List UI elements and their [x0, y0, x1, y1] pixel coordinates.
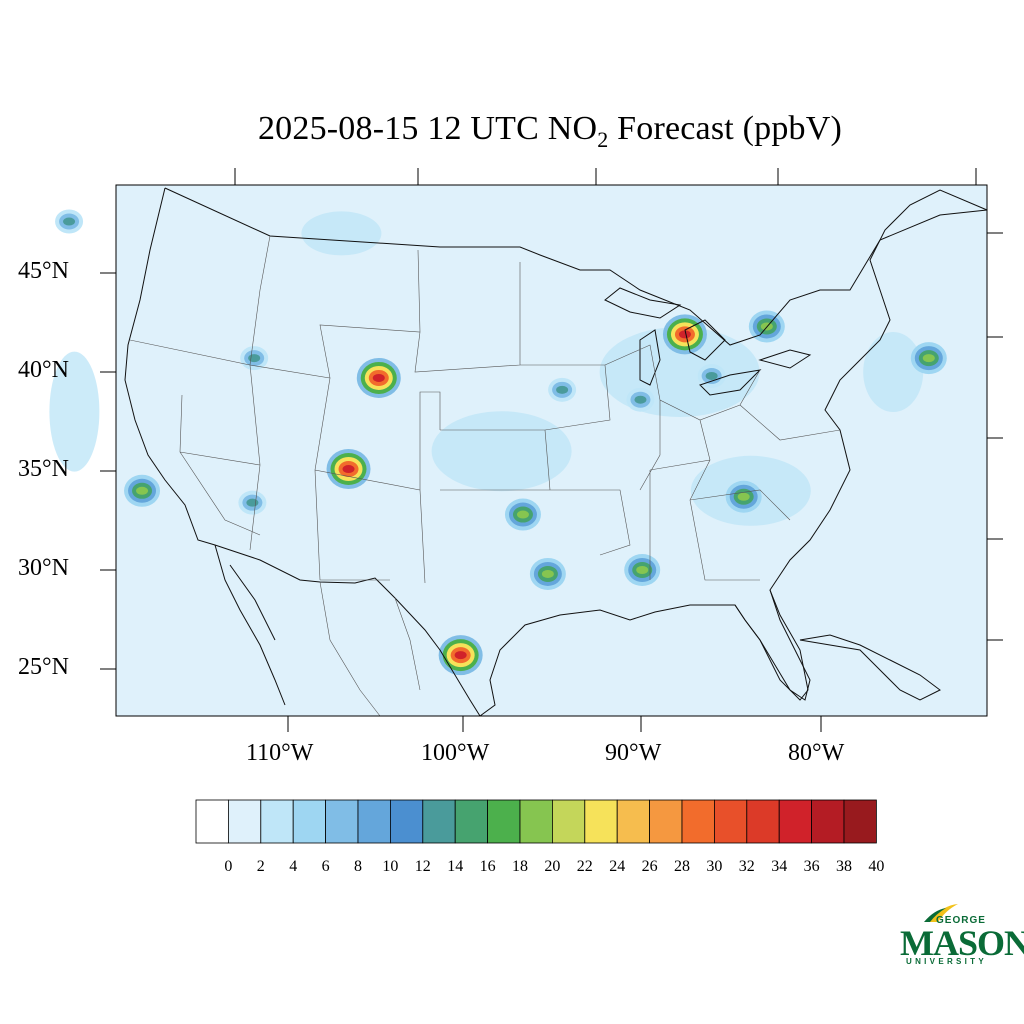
colorbar-tick-label: 26 [641, 858, 658, 875]
hotspot-salt-lake [248, 354, 261, 363]
colorbar-tick-label: 40 [868, 858, 885, 875]
colorbar-tick-label: 24 [609, 858, 626, 875]
regional-plume [863, 332, 924, 412]
colorbar [195, 799, 877, 844]
gmu-logo: GEORGE MASON UNIVERSITY [898, 900, 1024, 970]
colorbar-tick-label: 22 [576, 858, 593, 875]
logo-line2: MASON [900, 923, 1024, 963]
florida [734, 589, 811, 701]
colorbar-swatch [260, 799, 294, 844]
logo-line3: UNIVERSITY [906, 957, 988, 966]
colorbar-swatch [519, 799, 553, 844]
colorbar-tick-label: 34 [771, 858, 788, 875]
colorbar-swatch [422, 799, 456, 844]
regional-plume [49, 351, 100, 472]
hotspot-monterrey [454, 651, 467, 660]
hotspot-new-york [922, 354, 935, 363]
colorbar-swatch [714, 799, 748, 844]
colorbar-swatch [584, 799, 618, 844]
hotspot-st-louis [634, 395, 647, 404]
hotspot-phoenix [246, 498, 259, 507]
colorbar-tick-label: 20 [544, 858, 561, 875]
colorbar-tick-label: 6 [321, 858, 330, 875]
hotspot-kansas-city [556, 385, 569, 394]
colorbar-swatch [227, 799, 262, 844]
colorbar-swatch [389, 799, 424, 844]
colorbar-swatch [357, 799, 391, 844]
state-lines [129, 235, 841, 584]
colorbar-tick-label: 2 [256, 858, 265, 875]
colorbar-swatch [649, 799, 683, 844]
colorbar-tick-label: 14 [447, 858, 464, 875]
hotspot-chicago [678, 330, 691, 339]
colorbar-tick-label: 16 [479, 858, 496, 875]
colorbar-swatch [681, 799, 715, 844]
colorbar-swatch [552, 799, 586, 844]
lon-label-100: 100°W [421, 740, 490, 766]
colorbar-tick-label: 38 [836, 858, 852, 875]
colorbar-swatch [778, 799, 813, 844]
hotspot-albuquerque [342, 465, 355, 474]
colorbar-swatch [292, 799, 327, 844]
hotspot-denver [372, 373, 385, 382]
colorbar-tick-label: 4 [289, 858, 298, 875]
baja [214, 544, 286, 706]
hotspot-seattle [63, 217, 76, 226]
hotspot-houston [541, 569, 554, 578]
lon-label-80: 80°W [788, 740, 845, 766]
regional-plume [301, 211, 382, 256]
lat-label-30: 30°N [18, 555, 69, 581]
hotspot-new-orleans [636, 566, 649, 574]
cuba [799, 634, 941, 701]
lat-label-25: 25°N [18, 654, 69, 680]
colorbar-tick-label: 12 [414, 858, 431, 875]
colorbar-swatch [454, 799, 489, 844]
lon-label-110: 110°W [246, 740, 314, 766]
regional-plume [431, 411, 572, 492]
colorbar-swatch [843, 799, 877, 844]
colorbar-swatch [616, 799, 651, 844]
colorbar-tick-label: 8 [354, 858, 362, 875]
canada-border [164, 187, 988, 346]
mexico-interior [319, 581, 421, 717]
hotspot-indianapolis [705, 371, 718, 380]
colorbar-swatch [325, 799, 359, 844]
logo-line1: GEORGE [936, 915, 986, 926]
lon-label-90: 90°W [605, 740, 662, 766]
colorbar-swatch [195, 799, 229, 844]
colorbar-swatch [811, 799, 845, 844]
colorbar-tick-label: 36 [803, 858, 820, 875]
colorbar-swatch [487, 799, 521, 844]
colorbar-tick-label: 18 [512, 858, 528, 875]
colorbar-tick-label: 0 [224, 858, 233, 875]
hotspot-dallas [516, 510, 529, 519]
colorbar-tick-label: 10 [382, 858, 399, 875]
colorbar-swatch [746, 799, 780, 844]
lat-label-40: 40°N [18, 357, 69, 383]
lat-label-45: 45°N [18, 258, 69, 284]
colorbar-tick-label: 32 [738, 858, 755, 875]
colorbar-tick-label: 28 [674, 858, 690, 875]
chart-title: 2025-08-15 12 UTC NO2 Forecast (ppbV) [257, 110, 843, 152]
lat-label-35: 35°N [18, 456, 69, 482]
logo-flame-icon [924, 904, 958, 922]
hotspot-atlanta [737, 492, 750, 501]
hotspot-los-angeles [136, 486, 149, 495]
colorbar-tick-label: 30 [706, 858, 723, 875]
